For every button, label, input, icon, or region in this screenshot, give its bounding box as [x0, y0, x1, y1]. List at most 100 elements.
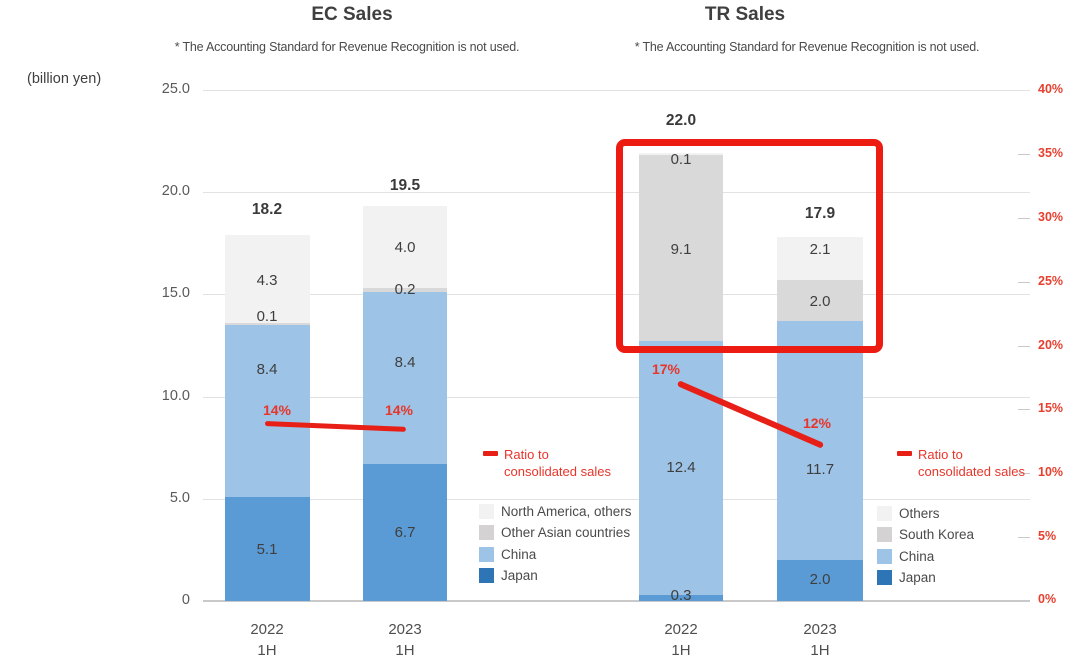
tr-legend-item-south-korea: South Korea	[877, 524, 974, 544]
y2-tick-0: 0%	[1038, 592, 1057, 606]
ec-chart-note: * The Accounting Standard for Revenue Re…	[174, 40, 520, 54]
y2-tick-10: 10%	[1038, 465, 1064, 479]
ec-2023-japan-segment	[363, 464, 447, 601]
ec-legend-item-north-america: North America, others	[479, 501, 632, 521]
right-tick	[1018, 537, 1030, 538]
tr-2023-total-label: 17.9	[804, 205, 836, 222]
ec-2023-north-america-segment	[363, 206, 447, 288]
tr-x-label-2022: 2022 1H	[636, 619, 726, 661]
right-tick	[1018, 282, 1030, 283]
ec-ratio-legend-line2: consolidated sales	[504, 464, 611, 479]
tr-ratio-legend-dash-icon	[897, 451, 912, 456]
ec-ratio-legend-line1: Ratio to	[504, 447, 549, 462]
y2-tick-30: 30%	[1038, 210, 1064, 224]
y-tick-15: 15.0	[161, 285, 190, 301]
ec-2022-north-america-label: 4.3	[256, 272, 278, 289]
tr-2022-japan-segment	[639, 595, 723, 601]
tr-highlight-box	[616, 139, 883, 353]
tr-2023-others-segment	[777, 237, 863, 280]
y2-tick-15: 15%	[1038, 401, 1064, 415]
y-axis-unit-label: (billion yen)	[27, 71, 102, 87]
tr-legend-item-japan: Japan	[877, 567, 936, 587]
tr-ratio-legend-line1: Ratio to	[918, 447, 963, 462]
y-tick-25: 25.0	[161, 81, 190, 97]
tr-2023-south-korea-label: 2.0	[809, 293, 831, 310]
ec-2022-total-label: 18.2	[251, 201, 283, 218]
tr-2023-others-label: 2.1	[809, 241, 831, 258]
legend-label: Other Asian countries	[501, 524, 631, 540]
x-label-year: 2022	[250, 621, 284, 638]
ec-legend-item-other-asian: Other Asian countries	[479, 522, 630, 542]
legend-label: Japan	[501, 567, 538, 583]
y2-tick-35: 35%	[1038, 146, 1064, 160]
ec-2023-ratio-label: 14%	[384, 402, 414, 418]
tr-2022-china-label: 12.4	[666, 459, 696, 476]
y-tick-5: 5.0	[169, 490, 190, 506]
x-label-half: 1H	[395, 642, 415, 659]
tr-2023-japan-segment	[777, 560, 863, 601]
ec-ratio-legend-label: Ratio to consolidated sales	[504, 446, 611, 480]
y-tick-10: 10.0	[161, 388, 190, 404]
tr-ratio-legend-label: Ratio to consolidated sales	[918, 446, 1025, 480]
gridline-10	[203, 397, 1030, 398]
china-swatch-icon	[877, 548, 892, 564]
south-korea-swatch-icon	[877, 526, 892, 542]
tr-chart-title: TR Sales	[704, 4, 786, 25]
ec-2023-other-asian-segment	[363, 288, 447, 292]
legend-label: Japan	[899, 569, 936, 585]
ec-2023-north-america-label: 4.0	[394, 239, 416, 256]
right-tick	[1018, 473, 1030, 474]
right-tick	[1018, 154, 1030, 155]
right-tick	[1018, 409, 1030, 410]
y2-tick-5: 5%	[1038, 529, 1057, 543]
ec-chart-title: EC Sales	[311, 4, 393, 25]
ec-2023-japan-label: 6.7	[394, 524, 416, 541]
ec-legend-item-china: China	[479, 544, 536, 564]
ec-legend-item-japan: Japan	[479, 565, 538, 585]
ec-2023-china-segment	[363, 292, 447, 464]
ec-2022-other-asian-segment	[225, 323, 310, 325]
right-tick	[1018, 218, 1030, 219]
tr-2022-south-korea-label: 9.1	[670, 241, 692, 258]
y2-tick-20: 20%	[1038, 338, 1064, 352]
ec-ratio-legend-dash-icon	[483, 451, 498, 456]
tr-legend-item-china: China	[877, 546, 934, 566]
y-tick-0: 0	[181, 592, 190, 608]
others-swatch-icon	[877, 505, 892, 521]
legend-label: China	[501, 546, 537, 562]
legend-label: China	[899, 548, 935, 564]
y-tick-20: 20.0	[161, 183, 190, 199]
tr-ratio-legend-line2: consolidated sales	[918, 464, 1025, 479]
ec-2023-other-asian-label: 0.2	[394, 281, 416, 298]
tr-2023-japan-label: 2.0	[809, 571, 831, 588]
x-label-year: 2023	[803, 621, 837, 638]
tr-2022-others-label: 0.1	[670, 151, 692, 168]
ec-2022-china-segment	[225, 325, 310, 497]
tr-2022-south-korea-segment	[639, 155, 723, 341]
tr-2023-south-korea-segment	[777, 280, 863, 321]
north-america-swatch-icon	[479, 503, 494, 519]
gridline-25	[203, 90, 1030, 91]
tr-legend-item-others: Others	[877, 503, 940, 523]
tr-2022-ratio-label: 17%	[651, 361, 681, 377]
tr-2023-china-label: 11.7	[805, 461, 835, 478]
x-label-half: 1H	[810, 642, 830, 659]
tr-2022-others-segment	[639, 153, 723, 155]
tr-2023-ratio-label: 12%	[802, 415, 832, 431]
right-tick	[1018, 346, 1030, 347]
ec-2023-china-label: 8.4	[394, 354, 416, 371]
y2-tick-40: 40%	[1038, 82, 1064, 96]
x-label-year: 2022	[664, 621, 698, 638]
x-label-year: 2023	[388, 621, 422, 638]
japan-swatch-icon	[479, 567, 494, 583]
x-label-half: 1H	[257, 642, 277, 659]
other-asian-swatch-icon	[479, 524, 494, 540]
legend-label: Others	[899, 505, 940, 521]
gridline-5	[203, 499, 1030, 500]
japan-swatch-icon	[877, 569, 892, 585]
ec-2022-ratio-label: 14%	[262, 402, 292, 418]
ec-x-label-2023: 2023 1H	[360, 619, 450, 661]
legend-label: South Korea	[899, 526, 975, 542]
tr-chart-note: * The Accounting Standard for Revenue Re…	[634, 40, 980, 54]
